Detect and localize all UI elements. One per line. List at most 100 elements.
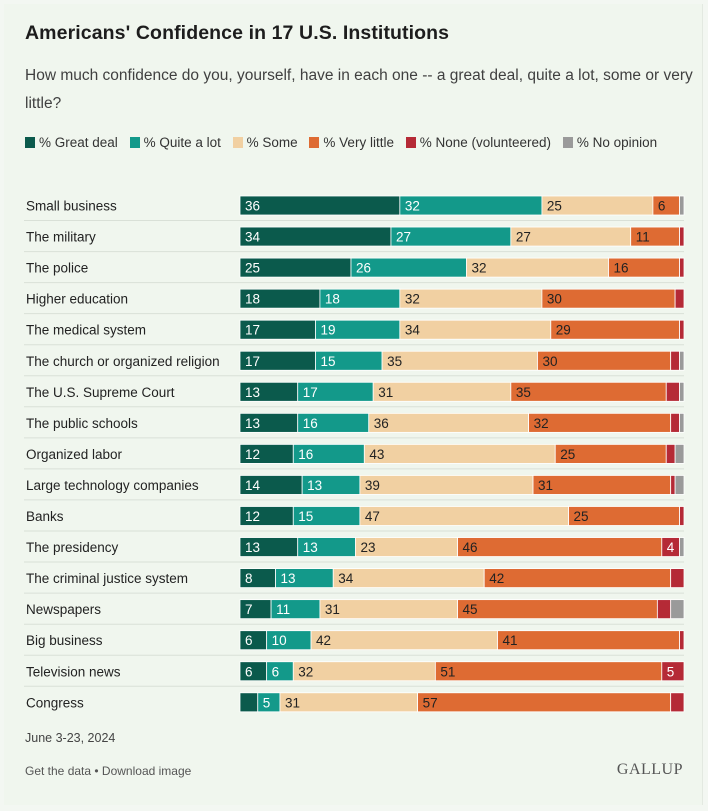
category-label: Higher education <box>26 292 128 307</box>
data-label: 13 <box>303 540 318 555</box>
data-label: 32 <box>405 199 420 214</box>
data-label: 18 <box>325 292 340 307</box>
bar-segment <box>679 381 685 402</box>
download-image-link[interactable]: Download image <box>101 764 192 778</box>
bar-segment <box>399 319 552 340</box>
legend-item: % Quite a lot <box>129 135 221 150</box>
bar-segment <box>239 692 259 713</box>
data-label: 30 <box>547 292 562 307</box>
bar-segment <box>310 630 498 651</box>
legend-label: % Some <box>246 135 298 150</box>
legend-label: % Great deal <box>39 135 118 150</box>
bar-segment <box>670 412 680 433</box>
category-label: Organized labor <box>26 447 123 462</box>
bar-segment <box>670 350 680 371</box>
bar-segment <box>381 350 538 371</box>
data-label: 13 <box>307 478 322 493</box>
data-label: 6 <box>245 664 253 679</box>
category-label: The military <box>26 230 96 245</box>
data-label: 11 <box>636 230 650 245</box>
legend-swatch <box>232 137 243 148</box>
data-label: 42 <box>489 571 504 586</box>
legend: % Great deal % Quite a lot % Some % Very… <box>25 134 685 152</box>
data-label: 6 <box>245 633 253 648</box>
data-label: 45 <box>463 602 478 617</box>
data-label: 12 <box>245 509 260 524</box>
bar-segment <box>670 475 676 495</box>
data-label: 57 <box>423 695 438 710</box>
data-label: 6 <box>658 199 666 214</box>
bar-segment <box>665 381 680 402</box>
category-label: Big business <box>26 633 103 648</box>
data-label: 13 <box>281 571 296 586</box>
data-label: 51 <box>440 664 455 679</box>
data-label: 43 <box>369 447 384 462</box>
bar-segment <box>239 630 268 651</box>
data-label: 13 <box>245 540 260 555</box>
footer-separator: • <box>91 764 102 778</box>
data-label: 32 <box>471 261 486 276</box>
data-label: 42 <box>316 633 331 648</box>
bar-segment <box>679 537 685 557</box>
bar-segment <box>674 475 685 495</box>
bar-segment <box>652 195 680 216</box>
bar-segment <box>266 661 294 682</box>
legend-swatch <box>309 137 320 148</box>
bar-segment <box>679 506 685 526</box>
bar-segment <box>661 661 685 682</box>
bar-segment <box>363 443 556 464</box>
legend-item: % Very little <box>309 135 394 150</box>
bar-segment <box>679 630 685 651</box>
bar-segment <box>292 661 436 682</box>
bar-segment <box>665 443 676 464</box>
data-label: 17 <box>303 385 318 400</box>
category-label: The public schools <box>26 416 138 431</box>
bar-segment <box>483 568 672 588</box>
category-label: Congress <box>26 695 84 710</box>
survey-date: June 3-23, 2024 <box>25 731 116 745</box>
data-label: 27 <box>396 230 411 245</box>
data-label: 25 <box>560 447 575 462</box>
bar-segment <box>679 350 685 371</box>
data-label: 26 <box>356 261 371 276</box>
category-label: The presidency <box>26 540 119 555</box>
data-label: 15 <box>320 354 335 369</box>
bar-segment <box>332 568 485 588</box>
data-label: 8 <box>245 571 253 586</box>
bar-segment <box>670 692 685 713</box>
bar-segment <box>359 475 534 495</box>
bar-segment <box>372 381 512 402</box>
legend-item: % None (volunteered) <box>405 135 552 150</box>
category-label: Television news <box>26 664 121 679</box>
legend-label: % None (volunteered) <box>419 135 552 150</box>
bar-segment <box>239 661 268 682</box>
legend-item: % No opinion <box>562 135 657 150</box>
data-label: 31 <box>325 602 340 617</box>
get-data-link[interactable]: Get the data <box>25 764 92 778</box>
bar-segment <box>434 661 663 682</box>
legend-swatch <box>405 137 416 148</box>
chart-title: Americans' Confidence in 17 U.S. Institu… <box>25 22 450 44</box>
bar-segment <box>679 412 685 433</box>
data-label: 31 <box>285 695 300 710</box>
legend-item: % Some <box>232 135 298 150</box>
data-label: 7 <box>245 602 253 617</box>
bar-segment <box>656 599 672 620</box>
data-label: 41 <box>503 633 518 648</box>
category-label: The church or organized religion <box>26 354 220 369</box>
data-label: 32 <box>405 292 420 307</box>
category-label: The medical system <box>26 323 146 338</box>
legend-swatch <box>129 137 140 148</box>
data-label: 17 <box>245 323 260 338</box>
data-label: 31 <box>378 385 393 400</box>
data-label: 15 <box>298 509 313 524</box>
bar-segment <box>279 692 418 713</box>
bar-segment <box>679 257 685 278</box>
data-label: 31 <box>538 478 553 493</box>
bar-segment <box>239 195 401 216</box>
data-label: 29 <box>556 323 571 338</box>
data-label: 5 <box>667 664 675 679</box>
data-label: 6 <box>272 664 280 679</box>
category-label: The criminal justice system <box>26 571 188 586</box>
category-label: Newspapers <box>26 602 101 617</box>
